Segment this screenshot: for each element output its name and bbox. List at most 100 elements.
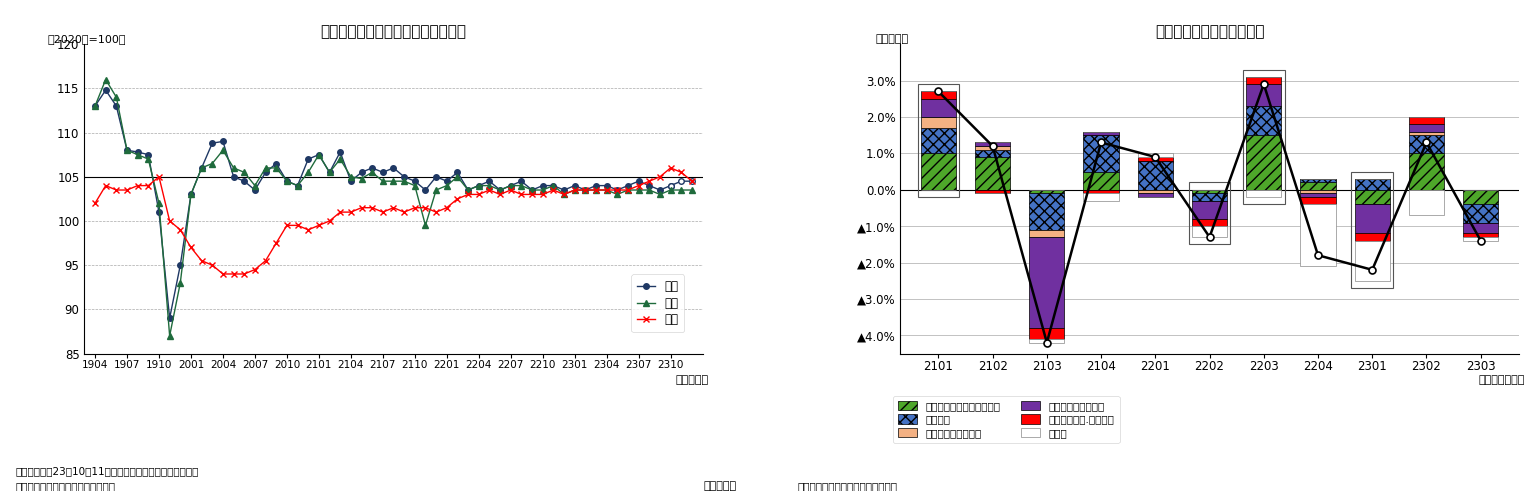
Line: 生産: 生産 <box>92 87 673 321</box>
在庫 <box>118 187 137 193</box>
Bar <box>1083 132 1118 135</box>
Bar <box>1083 171 1118 190</box>
Bar <box>1463 222 1499 233</box>
在庫 <box>661 165 680 171</box>
Bar <box>1408 132 1443 135</box>
Bar <box>920 153 956 190</box>
Bar <box>1301 179 1336 183</box>
Bar <box>1246 106 1281 135</box>
Bar <box>1029 193 1065 230</box>
Title: 鉱工業生産の業種別寄与度: 鉱工業生産の業種別寄与度 <box>1155 24 1264 39</box>
Bar <box>1463 190 1499 204</box>
Bar <box>1246 77 1281 84</box>
出荷 <box>118 147 137 153</box>
Bar <box>1192 190 1227 193</box>
出荷 <box>267 165 285 171</box>
Bar <box>1246 84 1281 106</box>
Bar <box>1192 193 1227 201</box>
Line: 出荷: 出荷 <box>92 77 695 339</box>
Text: （資料）経済産業省「鉱工業指数」: （資料）経済産業省「鉱工業指数」 <box>798 481 897 491</box>
在庫 <box>213 271 232 277</box>
在庫 <box>107 187 126 193</box>
在庫 <box>502 187 520 193</box>
Bar <box>1355 204 1390 233</box>
Text: （年・月）: （年・月） <box>703 481 736 491</box>
Bar <box>976 142 1011 146</box>
出荷 <box>97 77 115 82</box>
Bar <box>976 150 1011 157</box>
Bar <box>976 157 1011 190</box>
Bar <box>976 146 1011 150</box>
生産 <box>172 262 190 268</box>
生産 <box>97 87 115 93</box>
Bar <box>1408 117 1443 124</box>
Bar <box>976 190 1011 193</box>
Bar <box>1301 204 1336 266</box>
Bar <box>1355 233 1390 241</box>
Bar <box>1351 171 1393 288</box>
Bar <box>1463 204 1499 222</box>
Bar <box>920 128 956 153</box>
出荷 <box>129 152 147 158</box>
Bar <box>1138 190 1174 193</box>
生産 <box>86 103 104 109</box>
生産 <box>213 138 232 144</box>
Bar <box>1355 190 1390 204</box>
Text: （年・月）: （年・月） <box>675 375 709 385</box>
Bar <box>1083 135 1118 171</box>
Bar <box>1138 153 1174 157</box>
Text: （資料）経済産業省「鉱工業指数」: （資料）経済産業省「鉱工業指数」 <box>15 481 115 491</box>
Bar <box>1029 339 1065 343</box>
Bar <box>917 84 959 197</box>
Bar <box>1083 190 1118 193</box>
Bar <box>1246 190 1281 197</box>
出荷 <box>523 187 542 193</box>
Bar <box>1192 201 1227 219</box>
Title: 鉱工業生産・出荷・在庫指数の推移: 鉱工業生産・出荷・在庫指数の推移 <box>321 24 466 39</box>
Bar <box>1301 190 1336 193</box>
Text: （注）生産の23年10、11月は製造工業生産予測指数で延長: （注）生産の23年10、11月は製造工業生産予測指数で延長 <box>15 466 199 476</box>
在庫 <box>683 178 701 184</box>
生産 <box>661 183 680 189</box>
Bar <box>1192 226 1227 237</box>
Bar <box>1408 135 1443 153</box>
Legend: 生産, 出荷, 在庫: 生産, 出荷, 在庫 <box>632 274 684 332</box>
生産 <box>650 187 669 193</box>
在庫 <box>86 200 104 206</box>
Text: （2020年=100）: （2020年=100） <box>48 34 126 44</box>
Bar <box>1355 241 1390 281</box>
Bar <box>1138 157 1174 161</box>
在庫 <box>256 258 275 264</box>
Bar <box>920 117 956 128</box>
生産 <box>321 169 339 175</box>
Bar <box>1301 193 1336 197</box>
Bar <box>1463 233 1499 237</box>
生産 <box>161 315 179 321</box>
Bar <box>1408 153 1443 190</box>
Bar <box>1192 219 1227 226</box>
Bar <box>1029 230 1065 237</box>
生産 <box>245 187 264 193</box>
Bar <box>920 99 956 117</box>
出荷 <box>364 169 382 175</box>
出荷 <box>86 103 104 109</box>
Bar <box>1029 190 1065 193</box>
生産 <box>618 183 637 189</box>
Bar <box>1138 193 1174 197</box>
Bar <box>1408 190 1443 215</box>
出荷 <box>512 183 531 189</box>
Bar <box>1029 328 1065 339</box>
Bar <box>1463 237 1499 241</box>
在庫 <box>353 205 371 211</box>
Bar <box>1083 193 1118 201</box>
Bar <box>1301 183 1336 190</box>
Bar <box>1408 124 1443 132</box>
Bar <box>1189 183 1230 245</box>
Bar <box>1355 179 1390 190</box>
Text: （年・四半期）: （年・四半期） <box>1479 375 1525 385</box>
Bar <box>1243 70 1284 204</box>
出荷 <box>683 187 701 193</box>
Bar <box>1301 197 1336 204</box>
Bar <box>920 91 956 99</box>
出荷 <box>161 333 179 339</box>
